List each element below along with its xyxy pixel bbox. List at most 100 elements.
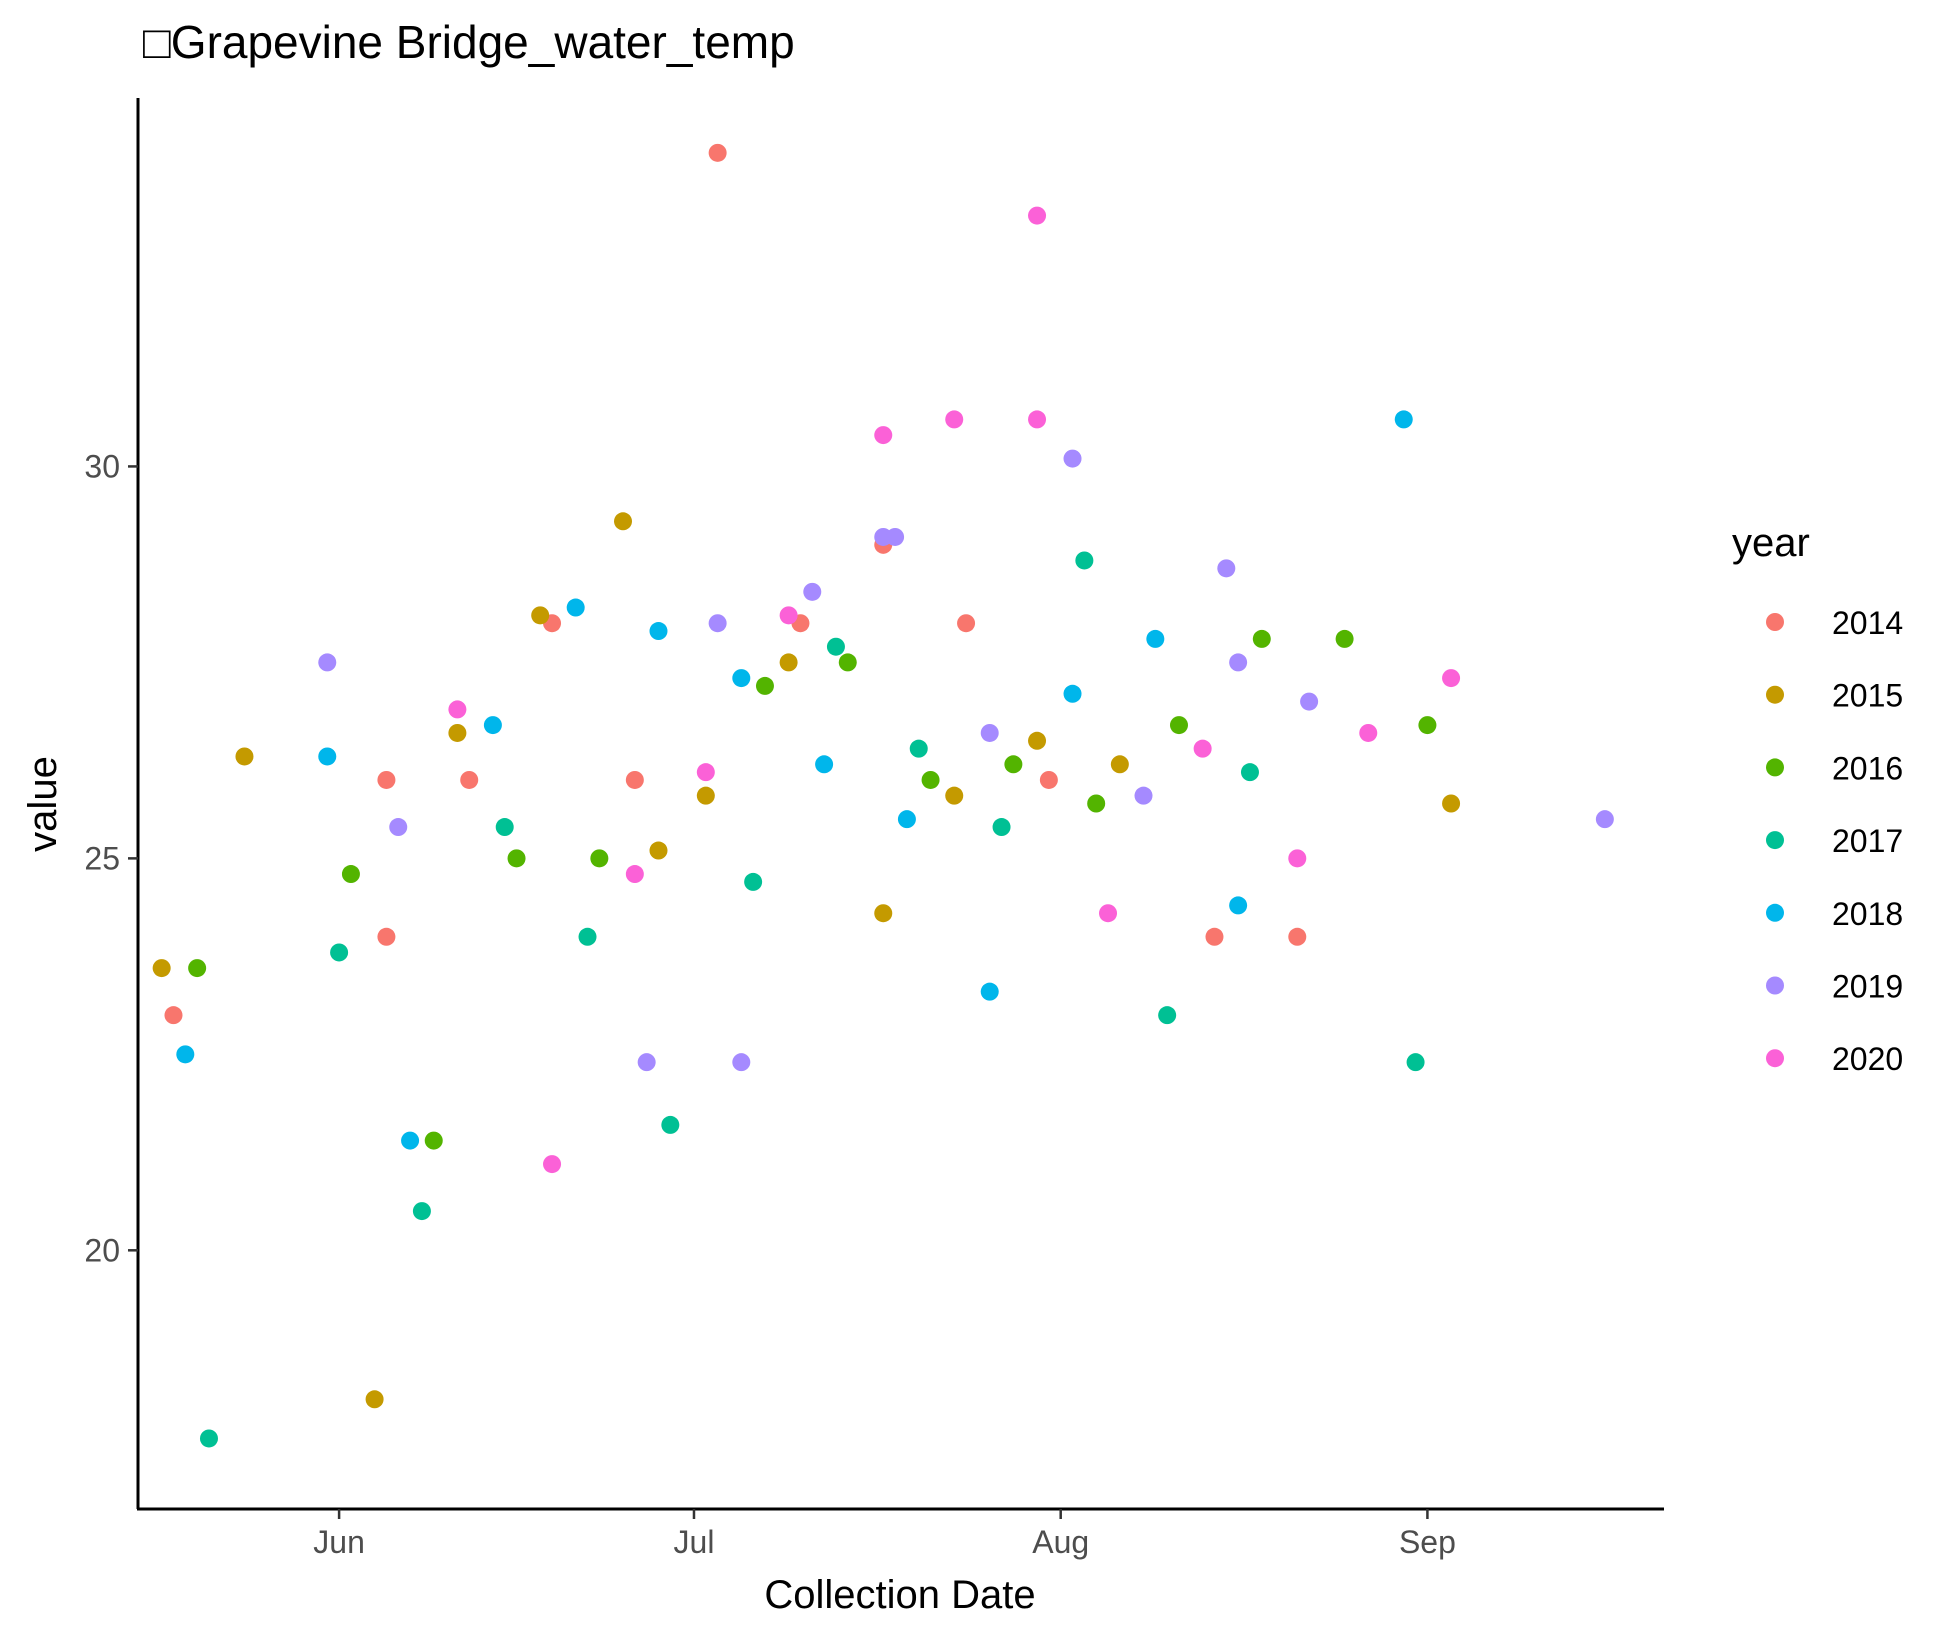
series-2015 bbox=[152, 512, 1461, 1409]
data-point bbox=[377, 927, 396, 946]
series-2016 bbox=[188, 629, 1437, 1150]
data-point bbox=[1075, 551, 1094, 570]
data-point bbox=[732, 1053, 751, 1072]
data-point bbox=[897, 810, 916, 829]
data-point bbox=[1169, 716, 1188, 735]
data-point bbox=[318, 653, 337, 672]
y-tick-label: 30 bbox=[84, 448, 120, 484]
x-axis-ticks: Jun Jul Aug Sep bbox=[313, 1509, 1456, 1560]
data-point bbox=[578, 927, 597, 946]
data-point bbox=[495, 818, 514, 837]
data-point bbox=[1039, 770, 1058, 789]
legend-key-2016 bbox=[1766, 758, 1784, 777]
data-point bbox=[696, 786, 715, 805]
y-axis-ticks: 20 25 30 bbox=[84, 448, 138, 1268]
data-point bbox=[1028, 410, 1047, 429]
data-point bbox=[1394, 410, 1413, 429]
legend-label: 2018 bbox=[1832, 896, 1903, 932]
data-point bbox=[1110, 755, 1129, 774]
data-point bbox=[341, 865, 360, 884]
x-tick-label: Jul bbox=[674, 1524, 715, 1560]
legend-key-2020 bbox=[1766, 1049, 1784, 1068]
data-point bbox=[1229, 653, 1248, 672]
plot-area bbox=[152, 143, 1614, 1448]
data-point bbox=[1288, 849, 1307, 868]
data-point bbox=[1300, 692, 1319, 711]
chart-title: □Grapevine Bridge_water_temp bbox=[143, 16, 795, 68]
data-point bbox=[945, 786, 964, 805]
legend-key-2014 bbox=[1766, 613, 1784, 631]
data-point bbox=[779, 606, 798, 625]
data-point bbox=[909, 739, 928, 758]
data-point bbox=[401, 1131, 420, 1150]
data-point bbox=[1146, 629, 1165, 648]
data-point bbox=[625, 770, 644, 789]
x-axis-label: Collection Date bbox=[764, 1573, 1035, 1617]
data-point bbox=[1004, 755, 1023, 774]
legend-key-2015 bbox=[1766, 685, 1784, 704]
data-point bbox=[708, 614, 727, 633]
series-2020 bbox=[448, 206, 1461, 1174]
data-point bbox=[921, 770, 940, 789]
data-point bbox=[1063, 684, 1082, 703]
data-point bbox=[1252, 629, 1271, 648]
data-point bbox=[980, 982, 999, 1001]
series-2014 bbox=[164, 143, 1307, 1025]
legend-label: 2020 bbox=[1832, 1041, 1903, 1077]
data-point bbox=[164, 1006, 183, 1025]
data-point bbox=[152, 959, 171, 978]
data-point bbox=[1087, 794, 1106, 813]
data-point bbox=[838, 653, 857, 672]
legend-key-2019 bbox=[1766, 976, 1784, 995]
data-point bbox=[566, 598, 585, 617]
data-point bbox=[696, 763, 715, 782]
data-point bbox=[1205, 927, 1224, 946]
data-point bbox=[377, 770, 396, 789]
series-2019 bbox=[318, 449, 1614, 1072]
data-point bbox=[992, 818, 1011, 837]
series-2018 bbox=[176, 410, 1413, 1150]
y-axis-label: value bbox=[21, 756, 65, 852]
y-tick-label: 20 bbox=[84, 1232, 120, 1268]
data-point bbox=[199, 1429, 218, 1448]
data-point bbox=[188, 959, 207, 978]
data-point bbox=[1063, 449, 1082, 468]
data-point bbox=[448, 723, 467, 742]
data-point bbox=[815, 755, 834, 774]
data-point bbox=[744, 872, 763, 891]
data-point bbox=[1217, 559, 1236, 578]
data-point bbox=[1193, 739, 1212, 758]
data-point bbox=[803, 582, 822, 601]
data-point bbox=[1359, 723, 1378, 742]
data-point bbox=[176, 1045, 195, 1064]
y-tick-label: 25 bbox=[84, 840, 120, 876]
data-point bbox=[1134, 786, 1153, 805]
data-point bbox=[957, 614, 976, 633]
data-point bbox=[614, 512, 633, 531]
data-point bbox=[1595, 810, 1614, 829]
data-point bbox=[708, 143, 727, 162]
data-point bbox=[779, 653, 798, 672]
data-point bbox=[637, 1053, 656, 1072]
x-tick-label: Jun bbox=[313, 1524, 365, 1560]
data-point bbox=[1288, 927, 1307, 946]
data-point bbox=[874, 904, 893, 923]
data-point bbox=[424, 1131, 443, 1150]
legend-key-2018 bbox=[1766, 903, 1784, 922]
legend-label: 2015 bbox=[1832, 678, 1903, 714]
legend-title: year bbox=[1732, 521, 1810, 565]
legend-key-2017 bbox=[1766, 831, 1784, 850]
legend-label: 2014 bbox=[1832, 605, 1903, 641]
legend-label: 2019 bbox=[1832, 969, 1903, 1005]
data-point bbox=[1418, 716, 1437, 735]
data-point bbox=[448, 700, 467, 719]
data-point bbox=[661, 1115, 680, 1134]
data-point bbox=[826, 637, 845, 656]
data-point bbox=[389, 818, 408, 837]
data-point bbox=[649, 622, 668, 641]
data-point bbox=[625, 865, 644, 884]
data-point bbox=[531, 606, 550, 625]
data-point bbox=[318, 747, 337, 766]
data-point bbox=[649, 841, 668, 860]
